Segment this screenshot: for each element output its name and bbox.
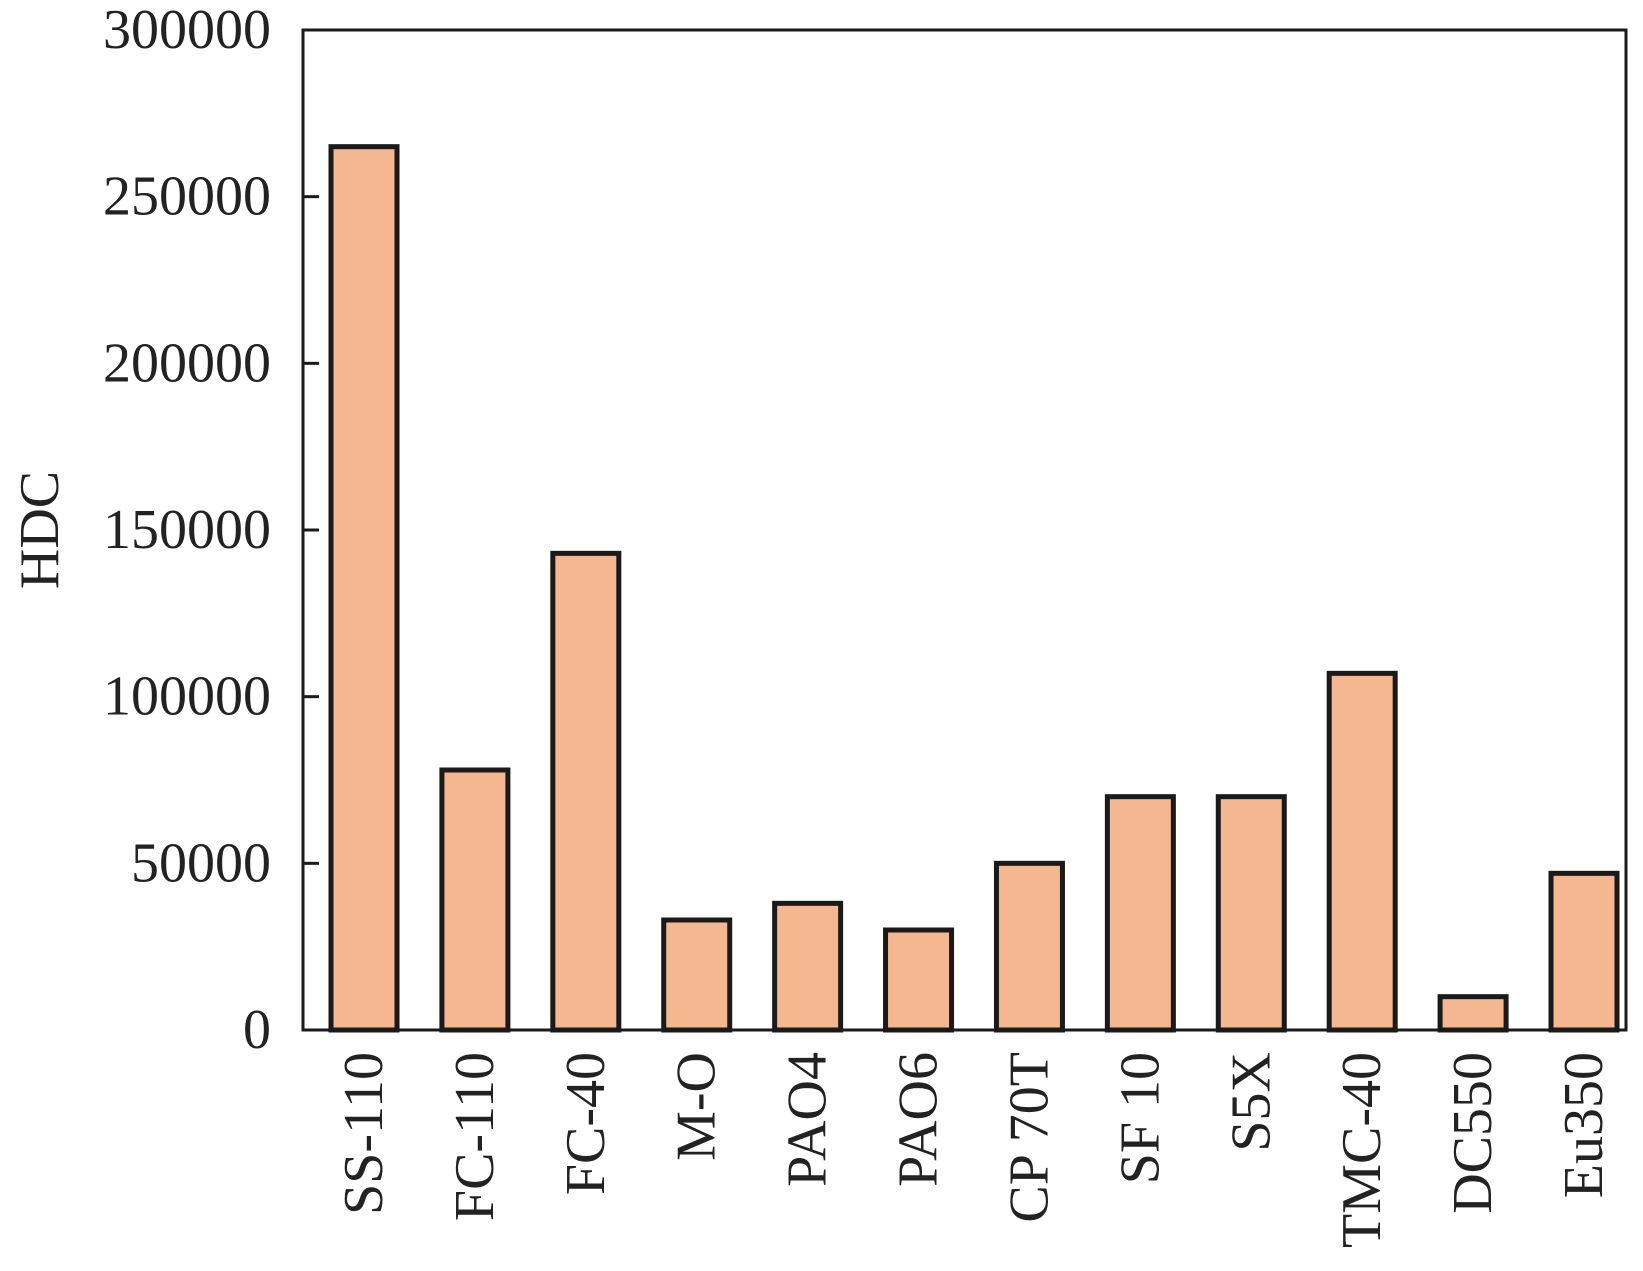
y-tick-label: 150000	[103, 499, 271, 561]
x-axis-category-labels: SS-110 FC-110 FC-40 M-O PAO4 PAO6 CP 70T SF 10 S…	[333, 1052, 1615, 1248]
bar-dc550	[1437, 994, 1509, 1033]
bar-m-o	[661, 917, 733, 1033]
bar-fc-110	[439, 767, 511, 1033]
y-tick-label: 200000	[103, 332, 271, 394]
x-category-label: TMC-40	[1331, 1052, 1393, 1248]
bars	[328, 144, 1620, 1033]
x-category-label: SS-110	[333, 1052, 395, 1215]
bar-eu350	[1548, 870, 1620, 1033]
x-category-label: PAO6	[888, 1052, 950, 1187]
bar-pao4	[772, 900, 844, 1033]
x-category-label: M-O	[666, 1052, 728, 1161]
bar-ss-110	[328, 144, 400, 1033]
x-category-label: PAO4	[777, 1052, 839, 1187]
x-category-label: CP 70T	[998, 1052, 1060, 1223]
y-tick-label: 100000	[103, 666, 271, 728]
y-axis-title: HDC	[9, 471, 71, 589]
bar-cp-70t	[993, 860, 1065, 1033]
y-tick-label: 50000	[131, 832, 271, 894]
y-tick-label: 0	[243, 999, 271, 1061]
x-category-label: FC-40	[555, 1052, 617, 1195]
bar-fc-40	[550, 550, 622, 1033]
bar-pao6	[883, 927, 955, 1033]
x-category-label: Eu350	[1553, 1052, 1615, 1198]
bar-s5x	[1215, 794, 1287, 1033]
bar-sf-10	[1104, 794, 1176, 1033]
bar-tmc-40	[1326, 670, 1398, 1033]
x-category-label: FC-110	[444, 1052, 506, 1221]
y-axis-ticks: 0 50000 100000 150000 200000 250000 300000	[103, 0, 319, 1061]
y-tick-label: 250000	[103, 166, 271, 228]
x-category-label: S5X	[1220, 1052, 1282, 1152]
y-tick-label: 300000	[103, 0, 271, 61]
x-category-label: DC550	[1442, 1052, 1504, 1214]
x-category-label: SF 10	[1109, 1052, 1171, 1184]
